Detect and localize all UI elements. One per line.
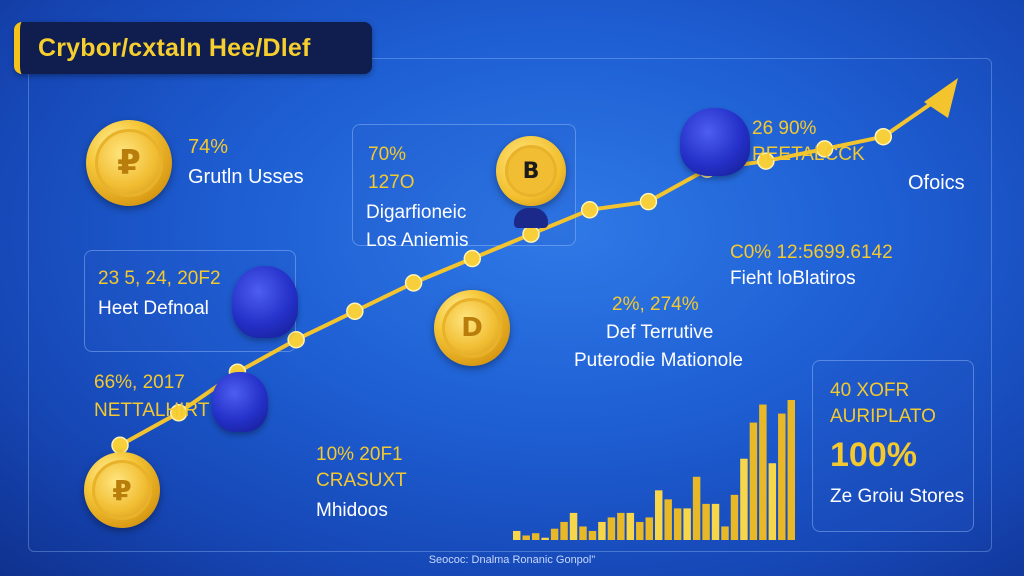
chart-title: Crybor/cxtaln Hee/Dlef (38, 34, 311, 62)
chart-point-coin-icon: D (434, 290, 510, 366)
data-point (757, 152, 775, 170)
callout-value: 23 5, 24, 20F2 (98, 268, 221, 289)
bar (531, 533, 540, 540)
bar (569, 512, 578, 540)
bitcoin-coin-icon: ₽ (86, 120, 172, 206)
robot-mascot-icon (232, 266, 298, 338)
callout-value: 74% (188, 136, 229, 158)
bar (692, 476, 701, 540)
bar (541, 537, 549, 540)
arrow-head-icon (924, 78, 958, 118)
callout-value: C0% 12:5699.6142 (730, 242, 893, 263)
bar (522, 535, 530, 540)
callout-label: Puterodie Mationole (574, 350, 743, 371)
callout-label: Heet Defnoal (98, 298, 209, 319)
bar (778, 413, 786, 540)
title-banner: Crybor/cxtaln Hee/Dlef (14, 22, 372, 74)
callout-label: Digarfioneic (366, 202, 467, 223)
coin-stand-icon (514, 208, 548, 228)
bar (749, 422, 758, 540)
arrow-label: Ofoics (908, 172, 965, 194)
panel-right-box (812, 360, 974, 532)
data-point (169, 404, 188, 422)
box-line1: 40 XOFR (830, 380, 910, 401)
callout-value: 26 90% (752, 118, 817, 139)
bar (626, 512, 635, 540)
source-caption: Seococ: Dnalma Ronanic Gonpol" (428, 554, 596, 566)
callout-value: 66%, 2017 (94, 372, 185, 393)
bar (740, 458, 748, 540)
data-point (346, 302, 364, 321)
callout-value: 2%, 274% (612, 294, 699, 315)
bar (730, 494, 739, 540)
bar (683, 508, 691, 540)
callout-label: Grutln Usses (188, 166, 304, 188)
bar (579, 526, 587, 540)
bar (721, 526, 729, 540)
bar (607, 517, 616, 540)
callout-value: 127O (368, 172, 415, 193)
bar (513, 530, 521, 540)
bar (664, 499, 672, 540)
callout-value: 10% 20F1 (316, 444, 403, 465)
bar (560, 521, 568, 540)
bar (655, 490, 663, 540)
box-label: Ze Groiu Stores (830, 486, 965, 507)
data-point (111, 436, 129, 455)
callout-label: Los Aniemis (366, 230, 469, 251)
data-point (404, 274, 423, 292)
data-point (287, 330, 305, 349)
bar (645, 517, 653, 540)
callout-label: REETALCCK (752, 144, 865, 165)
callout-label: Def Terrutive (606, 322, 714, 343)
callout-value: 70% (368, 144, 407, 165)
bitcoin-coin-icon: ₽ (84, 452, 160, 528)
bar (673, 508, 682, 540)
bar (787, 400, 795, 540)
bar (588, 530, 597, 540)
bar (759, 404, 767, 540)
bar (617, 512, 625, 540)
callout-label: Mhidoos (316, 500, 388, 521)
bar (636, 521, 644, 540)
token-coin-icon: B (496, 136, 566, 206)
robot-mascot-icon (212, 372, 268, 432)
box-big-value: 100% (830, 436, 917, 474)
bar (711, 503, 720, 540)
data-point (522, 225, 540, 243)
callout-value: CRASUXT (316, 470, 407, 491)
bar (550, 528, 559, 540)
callout-label: Fieht loBlatiros (730, 268, 856, 289)
data-point (874, 127, 893, 146)
data-point (639, 192, 658, 211)
data-point (463, 249, 482, 268)
robot-mascot-icon (680, 108, 750, 176)
bar (598, 521, 606, 540)
callout-label: NETTALHIRT (94, 400, 210, 421)
chart-frame (28, 58, 992, 552)
bar-series (513, 400, 795, 540)
bar (768, 463, 777, 540)
data-point (815, 140, 834, 158)
bar (702, 503, 710, 540)
data-point (580, 201, 599, 219)
box-line2: AURIPLATO (830, 406, 936, 427)
